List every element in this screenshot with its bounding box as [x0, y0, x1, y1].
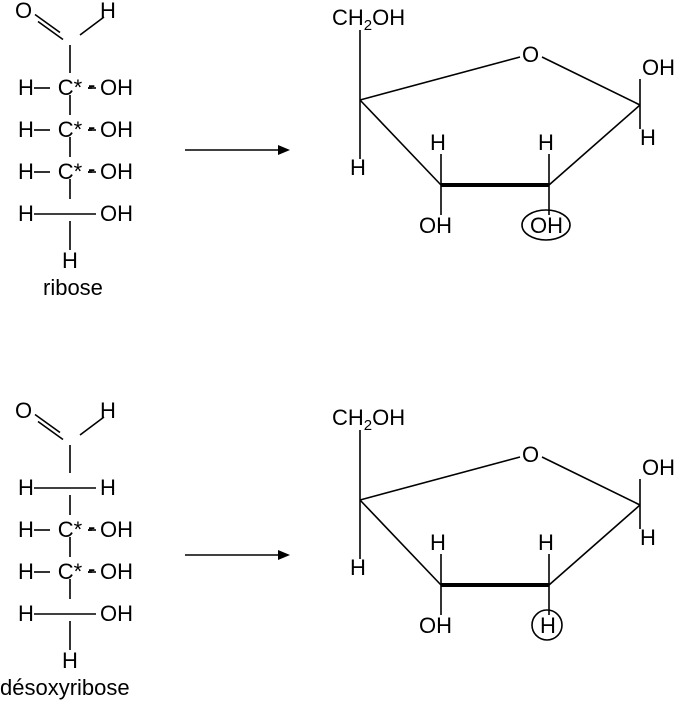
svg-text:H: H	[100, 398, 116, 423]
ring-1: O CH2OH OH H H H H OH H	[332, 405, 675, 640]
svg-text:H: H	[350, 155, 366, 180]
svg-text:H: H	[18, 517, 34, 542]
svg-text:H: H	[538, 130, 554, 155]
svg-text:OH: OH	[530, 213, 563, 238]
svg-text:CH2OH: CH2OH	[332, 5, 405, 34]
svg-text:C*: C*	[58, 517, 83, 542]
svg-text:H: H	[18, 75, 34, 100]
svg-text:H: H	[18, 559, 34, 584]
svg-text:OH: OH	[100, 517, 133, 542]
svg-text:O: O	[15, 398, 32, 423]
svg-text:H: H	[540, 613, 556, 638]
svg-text:H: H	[18, 117, 34, 142]
svg-text:H: H	[18, 601, 34, 626]
svg-text:H: H	[430, 530, 446, 555]
svg-text:H: H	[640, 125, 656, 150]
svg-text:H: H	[100, 0, 116, 23]
svg-text:OH: OH	[100, 75, 133, 100]
svg-text:OH: OH	[419, 213, 452, 238]
svg-text:O: O	[15, 0, 32, 23]
chemistry-diagram: OHHC*-OHHC*-OHHC*-OHHOHHriboseOHHHHC*-OH…	[0, 0, 691, 723]
svg-text:ribose: ribose	[43, 275, 103, 300]
svg-text:H: H	[18, 201, 34, 226]
svg-text:OH: OH	[642, 455, 675, 480]
svg-text:-: -	[88, 114, 95, 139]
svg-text:OH: OH	[642, 55, 675, 80]
svg-text:-: -	[88, 156, 95, 181]
svg-text:H: H	[430, 130, 446, 155]
svg-text:désoxyribose: désoxyribose	[0, 675, 130, 700]
svg-text:OH: OH	[100, 159, 133, 184]
svg-text:O: O	[522, 42, 539, 67]
svg-text:-: -	[88, 72, 95, 97]
ring-0: O CH2OH OH H H OH H OH H	[332, 5, 675, 240]
svg-text:CH2OH: CH2OH	[332, 405, 405, 434]
svg-text:H: H	[538, 530, 554, 555]
fischer-désoxyribose: OHHHHC*-OHHC*-OHHOHHdésoxyribose	[0, 398, 290, 700]
svg-text:C*: C*	[58, 159, 83, 184]
svg-text:-: -	[88, 556, 95, 581]
svg-text:C*: C*	[58, 117, 83, 142]
svg-text:OH: OH	[100, 559, 133, 584]
svg-text:H: H	[100, 475, 116, 500]
svg-text:OH: OH	[100, 201, 133, 226]
svg-text:H: H	[62, 648, 78, 673]
svg-text:OH: OH	[100, 601, 133, 626]
svg-text:H: H	[18, 475, 34, 500]
svg-text:H: H	[18, 159, 34, 184]
fischer-ribose: OHHC*-OHHC*-OHHC*-OHHOHHribose	[15, 0, 290, 300]
svg-text:C*: C*	[58, 559, 83, 584]
svg-text:OH: OH	[100, 117, 133, 142]
svg-text:OH: OH	[419, 613, 452, 638]
svg-text:H: H	[62, 248, 78, 273]
svg-text:H: H	[350, 555, 366, 580]
svg-text:C*: C*	[58, 75, 83, 100]
svg-text:H: H	[640, 525, 656, 550]
svg-text:-: -	[88, 514, 95, 539]
svg-text:O: O	[522, 442, 539, 467]
